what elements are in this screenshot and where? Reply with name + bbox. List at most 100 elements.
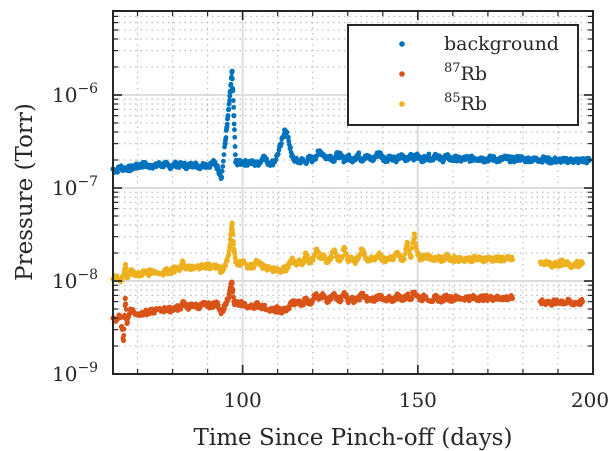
- series-87Rb: [110, 279, 586, 343]
- data-point: [232, 134, 238, 140]
- data-point: [219, 174, 225, 180]
- data-point: [409, 296, 415, 301]
- data-point: [229, 280, 235, 286]
- data-point: [405, 242, 411, 248]
- data-point: [509, 295, 516, 301]
- data-point: [232, 127, 237, 133]
- data-point: [123, 301, 129, 307]
- data-point: [231, 104, 236, 110]
- data-point: [509, 256, 516, 263]
- data-point: [114, 273, 120, 279]
- data-point: [408, 253, 414, 259]
- data-point: [225, 258, 230, 264]
- data-point: [426, 151, 432, 157]
- legend-marker: [399, 71, 405, 77]
- data-point: [220, 158, 226, 164]
- data-point: [123, 307, 129, 312]
- data-point: [118, 315, 123, 321]
- data-point: [232, 152, 238, 158]
- data-point: [409, 245, 415, 251]
- data-point: [227, 93, 233, 99]
- data-series: [110, 68, 593, 343]
- data-point: [230, 232, 236, 237]
- legend-label: 87Rb: [444, 61, 487, 85]
- data-point: [310, 257, 316, 263]
- y-tick-label: 10−9: [52, 360, 98, 386]
- data-point: [579, 299, 586, 305]
- data-point: [215, 166, 221, 172]
- x-axis-label: Time Since Pinch-off (days): [194, 425, 513, 451]
- legend-label: 85Rb: [444, 91, 487, 115]
- data-point: [229, 68, 235, 74]
- legend-box: [347, 24, 579, 126]
- y-axis-label: Pressure (Torr): [12, 103, 38, 281]
- data-point: [230, 287, 236, 293]
- data-point: [284, 129, 290, 135]
- data-point: [225, 113, 231, 118]
- data-point: [273, 157, 279, 163]
- data-point: [226, 248, 232, 254]
- data-point: [232, 255, 238, 261]
- series-background: [110, 68, 593, 182]
- data-point: [338, 298, 344, 304]
- data-point: [125, 319, 130, 325]
- data-point: [231, 121, 237, 127]
- data-point: [229, 220, 235, 226]
- data-point: [342, 246, 348, 251]
- x-tick-label: 100: [224, 388, 262, 412]
- legend-marker: [399, 41, 405, 47]
- data-point: [232, 251, 238, 257]
- data-point: [120, 337, 127, 343]
- data-point: [357, 297, 362, 303]
- data-point: [285, 134, 291, 140]
- data-point: [579, 260, 586, 266]
- data-point: [226, 295, 232, 301]
- data-point: [222, 306, 227, 312]
- data-point: [228, 81, 234, 87]
- data-point: [328, 255, 334, 260]
- data-point: [230, 76, 235, 82]
- data-point: [223, 135, 229, 140]
- data-point: [226, 106, 232, 112]
- data-point: [231, 113, 237, 119]
- data-point: [223, 263, 229, 269]
- data-point: [412, 235, 418, 241]
- data-point: [232, 144, 238, 149]
- data-point: [226, 252, 232, 258]
- data-point: [401, 256, 407, 262]
- series-85Rb: [110, 220, 586, 285]
- data-point: [301, 300, 307, 306]
- data-point: [356, 150, 362, 156]
- x-tick-label: 150: [399, 388, 437, 412]
- data-point: [221, 152, 227, 158]
- data-point: [219, 168, 225, 174]
- data-point: [121, 333, 127, 338]
- y-tick-label: 10−8: [52, 267, 98, 293]
- data-point: [305, 252, 310, 258]
- data-point: [262, 302, 268, 308]
- data-point: [227, 97, 232, 103]
- x-tick-label: 200: [571, 388, 609, 412]
- axis-ticks: 100 150 200 10−9 10−8 10−7 10−6: [52, 10, 609, 412]
- data-point: [122, 295, 128, 301]
- data-point: [344, 251, 349, 257]
- data-point: [115, 169, 121, 175]
- data-point: [227, 241, 233, 247]
- y-tick-label: 10−7: [52, 174, 98, 200]
- data-point: [301, 259, 307, 264]
- data-point: [411, 231, 417, 237]
- data-point: [215, 302, 221, 308]
- legend-marker: [399, 101, 405, 107]
- data-point: [402, 251, 408, 257]
- data-point: [286, 306, 292, 312]
- legend: background 87Rb 85Rb: [347, 24, 579, 126]
- data-point: [288, 145, 293, 150]
- data-point: [278, 141, 284, 147]
- data-point: [231, 241, 236, 247]
- data-point: [224, 121, 230, 127]
- y-tick-label: 10−6: [52, 81, 98, 107]
- data-point: [230, 88, 236, 94]
- data-point: [121, 326, 127, 332]
- data-point: [230, 98, 236, 103]
